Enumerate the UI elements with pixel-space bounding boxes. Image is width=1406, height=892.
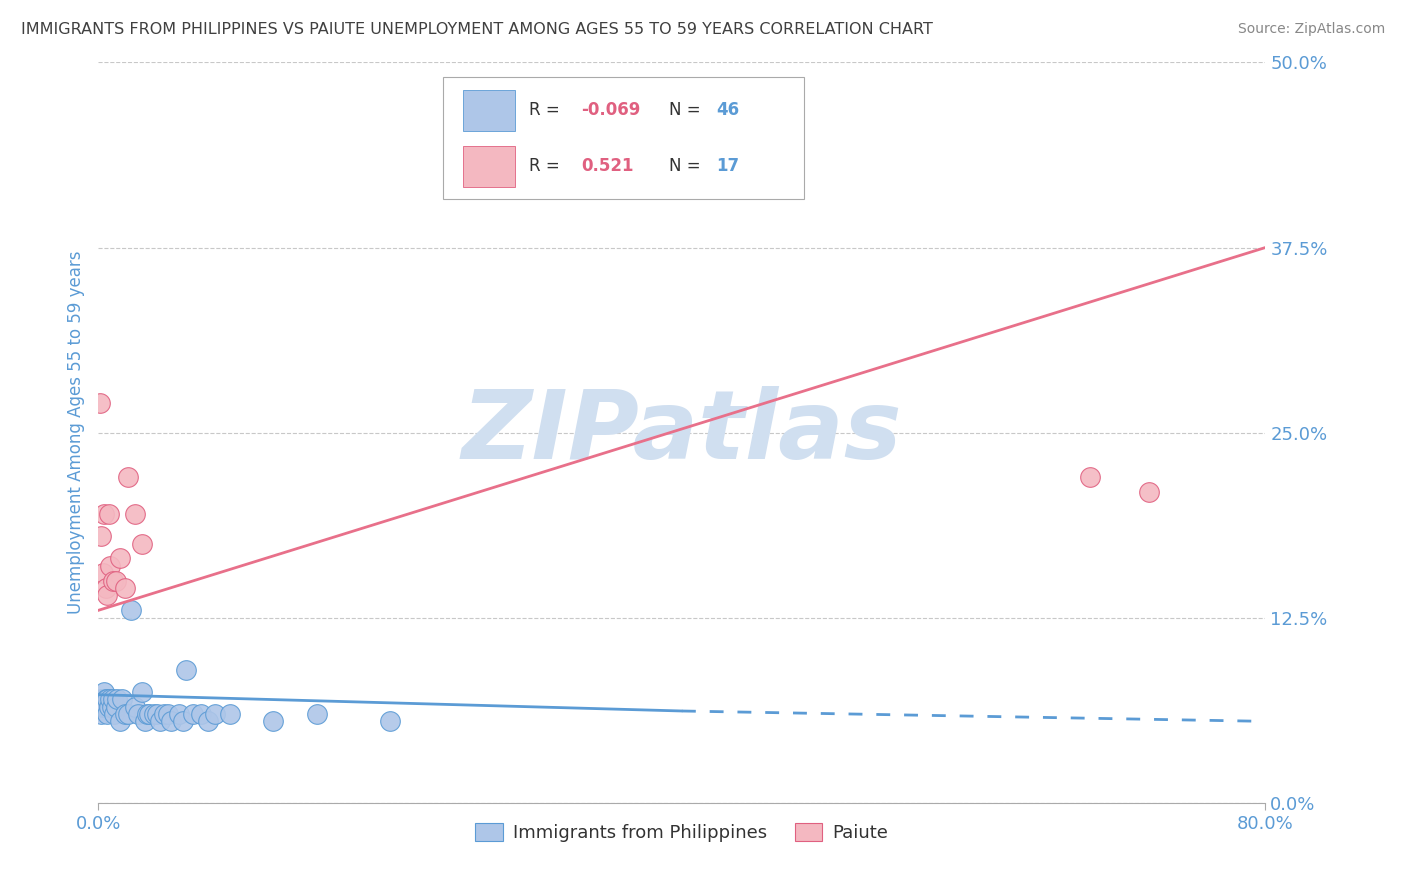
Point (105, 692, 128, 706)
Point (93, 507, 115, 521)
Point (93, 685, 115, 699)
Point (114, 706, 136, 721)
Text: 17: 17 (716, 158, 740, 176)
Point (91, 692, 114, 706)
Text: 0.521: 0.521 (582, 158, 634, 176)
Point (97, 699, 120, 714)
Point (190, 706, 212, 721)
Point (120, 603, 142, 617)
Point (111, 692, 134, 706)
Point (142, 706, 165, 721)
Text: Source: ZipAtlas.com: Source: ZipAtlas.com (1237, 22, 1385, 37)
Y-axis label: Unemployment Among Ages 55 to 59 years: Unemployment Among Ages 55 to 59 years (66, 251, 84, 615)
Point (94, 692, 117, 706)
Point (89, 396, 111, 410)
Point (204, 706, 226, 721)
Point (98, 558, 121, 573)
Point (1137, 484, 1160, 499)
Point (380, 714, 402, 729)
Point (101, 692, 124, 706)
Point (103, 706, 125, 721)
Text: IMMIGRANTS FROM PHILIPPINES VS PAIUTE UNEMPLOYMENT AMONG AGES 55 TO 59 YEARS COR: IMMIGRANTS FROM PHILIPPINES VS PAIUTE UN… (21, 22, 934, 37)
Text: R =: R = (529, 158, 565, 176)
Point (91, 699, 114, 714)
Point (131, 536, 153, 550)
Legend: Immigrants from Philippines, Paiute: Immigrants from Philippines, Paiute (468, 816, 896, 849)
Point (93, 699, 115, 714)
FancyBboxPatch shape (443, 78, 804, 200)
Point (94, 581, 117, 595)
Point (149, 714, 172, 729)
Point (134, 714, 156, 729)
Point (96, 589, 118, 603)
Text: N =: N = (669, 101, 706, 120)
Point (91, 566, 114, 581)
Point (110, 551, 132, 566)
Point (90, 692, 112, 706)
Point (197, 714, 219, 729)
Point (167, 706, 190, 721)
Point (146, 706, 169, 721)
Text: R =: R = (529, 101, 565, 120)
Point (135, 706, 157, 721)
Point (124, 699, 146, 714)
Point (100, 699, 122, 714)
Point (1080, 470, 1102, 484)
Point (124, 507, 146, 521)
Point (262, 714, 284, 729)
Point (90, 706, 112, 721)
Point (104, 699, 127, 714)
Point (174, 663, 197, 677)
FancyBboxPatch shape (463, 90, 515, 130)
Point (89, 699, 111, 714)
Point (101, 574, 124, 588)
Point (104, 574, 127, 588)
Point (94, 699, 117, 714)
Text: 46: 46 (716, 101, 740, 120)
Point (96, 706, 118, 721)
Point (160, 714, 183, 729)
Point (138, 706, 160, 721)
Point (114, 581, 136, 595)
Point (131, 685, 153, 699)
Point (181, 706, 204, 721)
Point (218, 706, 240, 721)
Text: -0.069: -0.069 (582, 101, 641, 120)
Point (153, 706, 176, 721)
FancyBboxPatch shape (463, 146, 515, 186)
Point (127, 706, 149, 721)
Point (96, 692, 118, 706)
Point (117, 470, 139, 484)
Point (90, 529, 112, 543)
Point (307, 706, 329, 721)
Text: ZIPatlas: ZIPatlas (461, 386, 903, 479)
Point (110, 714, 132, 729)
Point (97, 507, 120, 521)
Text: N =: N = (669, 158, 706, 176)
Point (157, 706, 180, 721)
Point (172, 714, 194, 729)
Point (98, 692, 121, 706)
Point (117, 706, 139, 721)
